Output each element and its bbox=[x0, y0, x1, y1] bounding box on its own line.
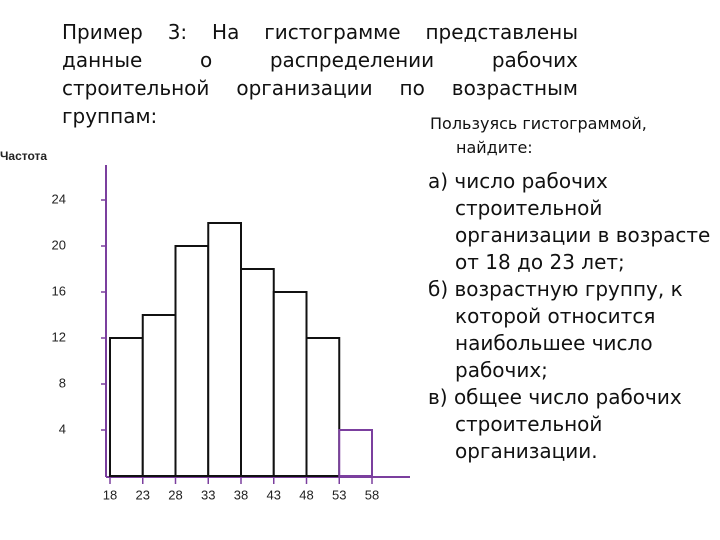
y-tick-label: 20 bbox=[52, 237, 66, 252]
prompt: Пользуясь гистограммой, найдите: bbox=[430, 112, 647, 160]
x-tick-label: 53 bbox=[332, 487, 346, 502]
bar bbox=[272, 291, 308, 477]
prompt-line: найдите: bbox=[456, 138, 533, 157]
bar bbox=[338, 429, 373, 477]
title: Пример 3: На гистограмме представлены дан… bbox=[62, 18, 578, 130]
x-tick-label: 23 bbox=[136, 487, 150, 502]
task-item: в) общее число рабочих строительной орга… bbox=[428, 385, 682, 463]
prompt-line: Пользуясь гистограммой, bbox=[430, 114, 647, 133]
bar bbox=[305, 337, 341, 477]
y-tick-label: 16 bbox=[52, 283, 66, 298]
y-tick-label: 12 bbox=[52, 329, 66, 344]
title-line: строительной организации по возрастным bbox=[62, 76, 578, 100]
bar bbox=[174, 245, 210, 477]
x-tick-label: 18 bbox=[103, 487, 117, 502]
bar bbox=[240, 268, 275, 477]
x-tick-label: 28 bbox=[168, 487, 182, 502]
y-axis-label: Частота bbox=[0, 149, 47, 163]
x-tick-label: 43 bbox=[267, 487, 281, 502]
bar bbox=[109, 337, 144, 477]
y-tick-label: 8 bbox=[59, 375, 66, 390]
task-item: а) число рабочих строительной организаци… bbox=[428, 169, 711, 274]
title-line: данные о распределении рабочих bbox=[62, 48, 578, 72]
y-tick-label: 24 bbox=[52, 191, 66, 206]
bar bbox=[207, 222, 242, 477]
title-line: Пример 3: На гистограмме представлены bbox=[62, 20, 578, 44]
title-line: группам: bbox=[62, 104, 158, 128]
x-tick-label: 38 bbox=[234, 487, 248, 502]
task-item: б) возрастную группу, к которой относитс… bbox=[428, 277, 683, 382]
x-tick-label: 58 bbox=[365, 487, 379, 502]
bar bbox=[141, 314, 177, 477]
x-tick-label: 33 bbox=[201, 487, 215, 502]
y-tick-label: 4 bbox=[59, 421, 66, 436]
task-list: а) число рабочих строительной организаци… bbox=[428, 168, 716, 465]
x-tick-label: 48 bbox=[299, 487, 313, 502]
